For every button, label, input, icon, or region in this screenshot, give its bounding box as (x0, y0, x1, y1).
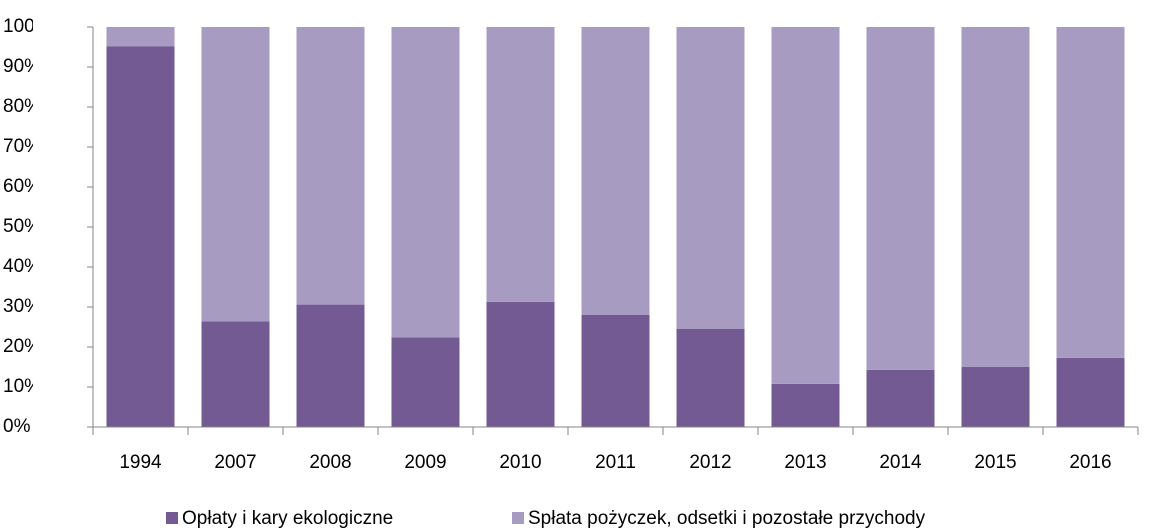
legend-swatch (512, 512, 524, 524)
x-tick-label: 2007 (214, 452, 256, 473)
bar-segment (961, 367, 1030, 427)
x-tick-label: 2012 (689, 452, 731, 473)
bar-segment (866, 27, 935, 370)
bar-segment (391, 337, 460, 427)
x-tick-label: 1994 (119, 452, 162, 473)
y-tick-label: 100% (3, 16, 52, 37)
bar-segment (296, 27, 365, 305)
legend-label: Opłaty i kary ekologiczne (182, 508, 393, 529)
y-tick-labels: 0% 10% 20% 30% 40% 50% 60% 70% 80% 90% 100% (3, 16, 52, 437)
bar-segment (1056, 357, 1125, 427)
y-tick-label: 40% (3, 256, 41, 277)
y-tick-label: 0% (3, 416, 31, 437)
bar-segment (581, 315, 650, 427)
y-tick-label: 80% (3, 96, 41, 117)
bar-segment (581, 27, 650, 315)
bar-segment (1056, 27, 1125, 358)
bar-segment (106, 27, 175, 47)
x-tick-label: 2014 (879, 452, 922, 473)
x-tick-label: 2015 (974, 452, 1016, 473)
y-tick-label: 10% (3, 376, 41, 397)
y-tick-label: 50% (3, 216, 41, 237)
x-tick-label: 2010 (499, 452, 541, 473)
x-tick-label: 2013 (784, 452, 826, 473)
bar-segment (296, 304, 365, 427)
y-tick-label: 90% (3, 56, 41, 77)
x-tick-label: 2008 (309, 452, 351, 473)
x-tick-label: 2016 (1069, 452, 1111, 473)
bar-segment (866, 369, 935, 427)
bar-segment (201, 321, 270, 427)
y-tick-label: 20% (3, 336, 41, 357)
bar-segment (676, 329, 745, 427)
bar-segment (201, 27, 270, 322)
x-tick-label: 2009 (404, 452, 446, 473)
bar-segment (771, 27, 840, 384)
bar-segment (486, 27, 555, 302)
y-tick-label: 60% (3, 176, 41, 197)
x-tick-label: 2011 (595, 452, 636, 473)
bar-segment (391, 27, 460, 338)
y-tick-label: 30% (3, 296, 41, 317)
y-tick-label: 70% (3, 136, 41, 157)
bar-segment (486, 301, 555, 427)
legend-swatch (166, 512, 178, 524)
bar-segment (771, 383, 840, 427)
bar-segment (676, 27, 745, 329)
legend-label: Spłata pożyczek, odsetki i pozostałe prz… (528, 508, 926, 529)
bar-segment (106, 46, 175, 427)
bar-segment (961, 27, 1030, 367)
